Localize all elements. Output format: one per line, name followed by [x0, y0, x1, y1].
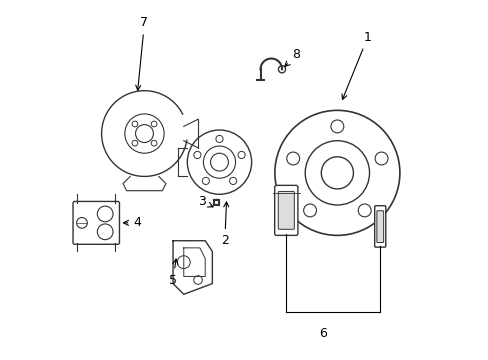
Text: 7: 7 — [136, 16, 148, 90]
FancyBboxPatch shape — [274, 185, 297, 235]
Text: 6: 6 — [319, 327, 326, 340]
Text: 2: 2 — [221, 202, 228, 247]
Text: 5: 5 — [169, 259, 178, 287]
FancyBboxPatch shape — [278, 192, 294, 229]
FancyBboxPatch shape — [376, 211, 383, 243]
Text: 4: 4 — [123, 216, 141, 229]
Text: 1: 1 — [341, 31, 371, 99]
FancyBboxPatch shape — [73, 202, 119, 244]
Text: 3: 3 — [197, 195, 213, 208]
FancyBboxPatch shape — [374, 206, 385, 247]
Text: 8: 8 — [285, 49, 300, 66]
